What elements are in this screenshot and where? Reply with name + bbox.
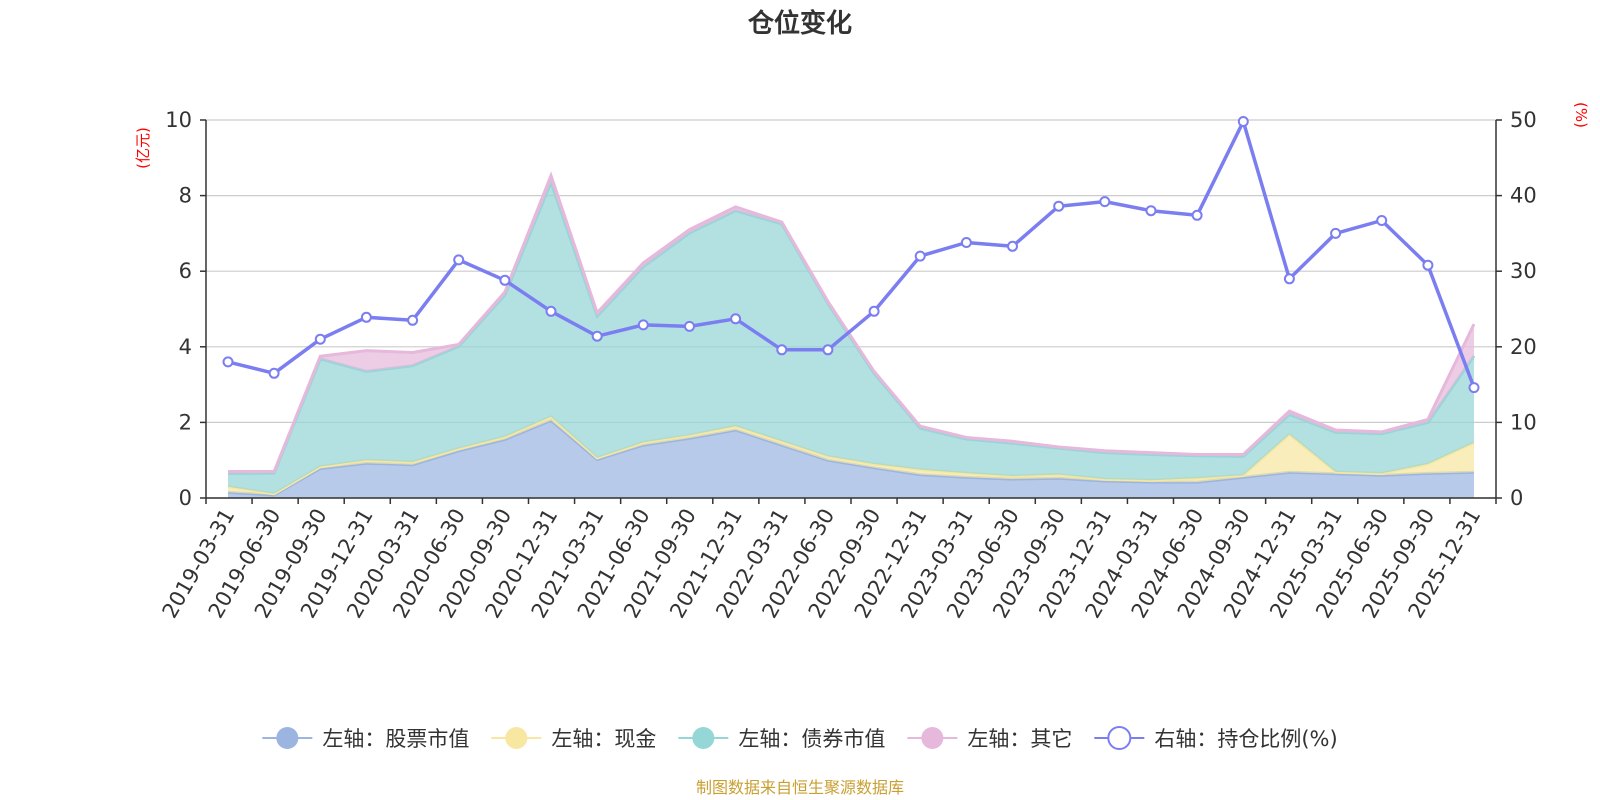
left-tick-label: 6	[179, 259, 192, 283]
right-axis-unit: (%)	[1572, 102, 1590, 128]
ratio-point	[822, 344, 834, 356]
right-tick-label: 20	[1510, 335, 1537, 359]
legend-marker-1	[276, 727, 299, 749]
left-tick-label: 8	[179, 184, 192, 208]
ratio-point	[1191, 209, 1203, 221]
data-source-note: 制图数据来自恒生聚源数据库	[696, 778, 904, 797]
chart-title: 仓位变化	[747, 8, 852, 39]
legend-marker-4	[921, 727, 944, 749]
ratio-point	[268, 367, 280, 379]
left-tick-label: 4	[179, 335, 192, 359]
left-tick-label: 0	[179, 486, 192, 510]
ratio-point	[776, 344, 788, 356]
ratio-point	[360, 311, 372, 323]
ratio-point	[1468, 382, 1480, 394]
ratio-point	[407, 314, 419, 326]
legend-marker-3	[692, 727, 715, 749]
ratio-point	[499, 274, 511, 286]
ratio-point	[314, 333, 326, 345]
ratio-point	[1376, 215, 1388, 226]
ratio-point	[1099, 196, 1111, 208]
right-tick-label: 50	[1510, 108, 1537, 132]
ratio-point	[960, 237, 972, 248]
legend-label-1: 左轴：股票市值	[322, 727, 469, 751]
ratio-point	[1145, 205, 1157, 217]
left-tick-label: 2	[179, 410, 192, 434]
legend-marker-5	[1107, 726, 1132, 750]
ratio-line-layer	[222, 116, 1480, 394]
ratio-point	[591, 330, 603, 342]
ratio-point	[1053, 200, 1065, 212]
ratio-point	[1283, 273, 1295, 285]
legend-marker-2	[505, 727, 528, 749]
stacked-areas	[227, 171, 1476, 498]
area-edge-series-4	[228, 171, 1476, 473]
ratio-line	[227, 119, 1476, 389]
ratio-point	[914, 250, 926, 262]
right-tick-label: 0	[1510, 486, 1523, 510]
ratio-point	[730, 313, 742, 325]
legend-label-3: 左轴：债券市值	[738, 727, 885, 751]
legend-label-2: 左轴：现金	[551, 727, 656, 751]
legend-label-5: 右轴：持仓比例(%)	[1154, 727, 1337, 751]
left-axis-unit: (亿元)	[134, 127, 152, 169]
ratio-point	[453, 254, 465, 266]
right-tick-label: 30	[1510, 259, 1537, 283]
right-tick-label: 10	[1510, 410, 1537, 434]
ratio-point	[684, 320, 695, 332]
area-series-3	[228, 182, 1474, 494]
legend: 左轴：股票市值 左轴：现金 左轴：债券市值 左轴：其它 右轴：持仓比例(%)	[262, 726, 1338, 751]
legend-label-4: 左轴：其它	[967, 727, 1072, 751]
right-tick-label: 40	[1510, 184, 1537, 208]
ratio-point	[1422, 259, 1434, 271]
ratio-point	[637, 319, 649, 331]
ratio-point	[1330, 227, 1342, 239]
area-series-1	[228, 420, 1474, 498]
left-tick-label: 10	[165, 108, 192, 132]
ratio-point	[868, 305, 880, 317]
ratio-point	[1237, 116, 1249, 127]
ratio-point	[222, 356, 234, 368]
ratio-point	[1007, 240, 1018, 252]
ratio-point	[545, 305, 557, 317]
